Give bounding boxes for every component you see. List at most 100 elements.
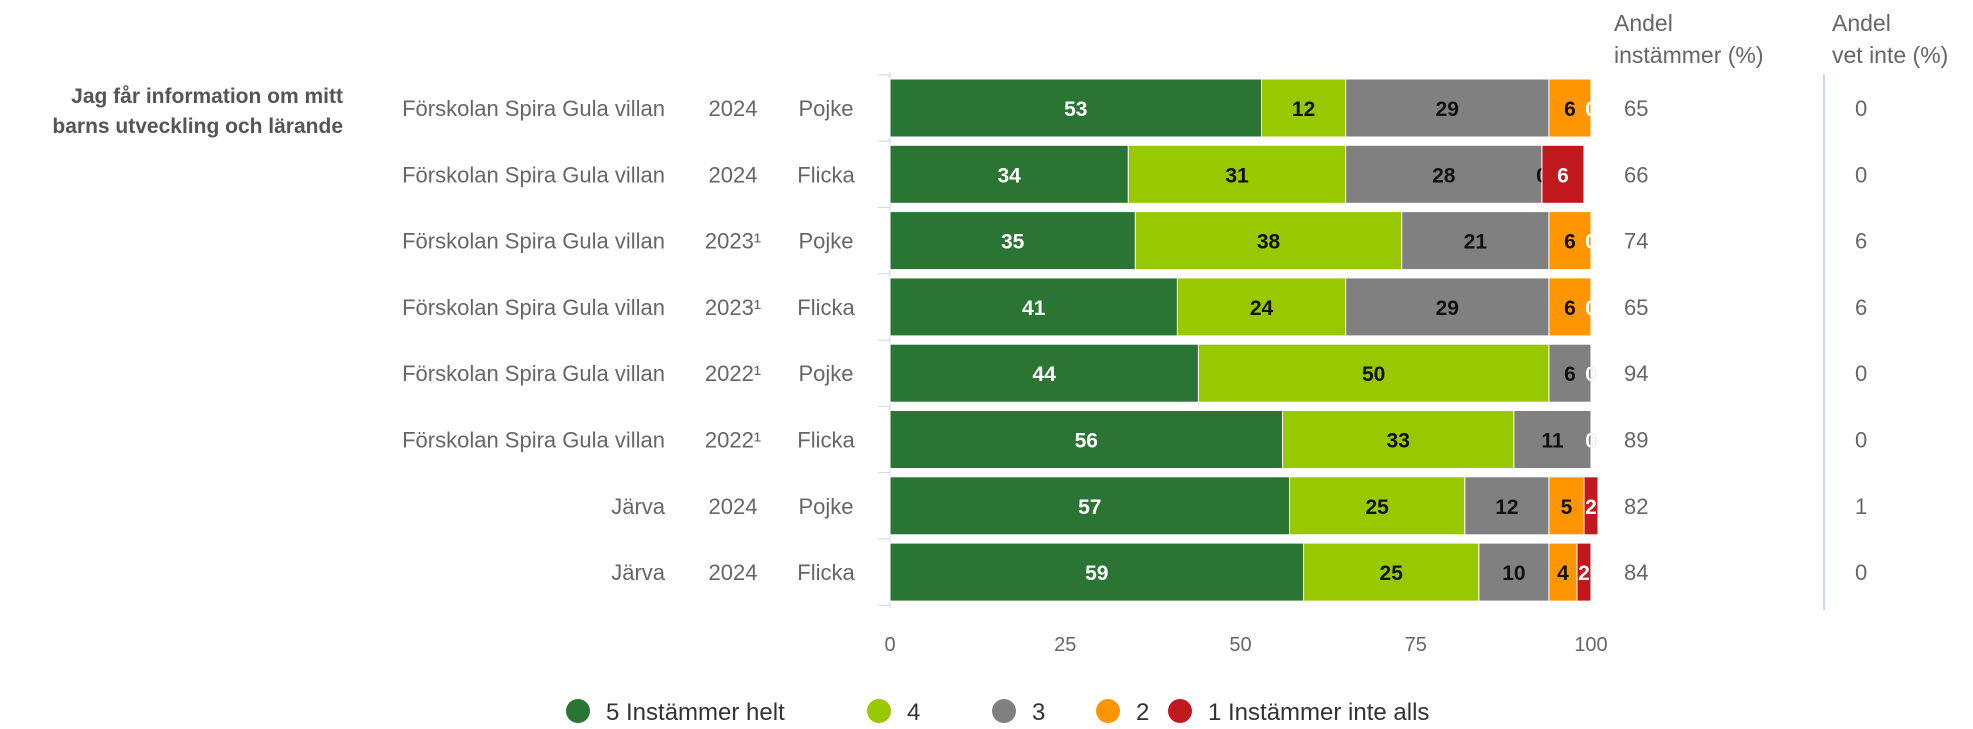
bar-segment: [1345, 144, 1543, 204]
bar-value-label: 0: [1585, 98, 1597, 121]
bar-segment: [1548, 211, 1592, 271]
row-unit-label: Förskolan Spira Gula villan: [402, 428, 665, 453]
row-gender-label: Flicka: [797, 162, 855, 187]
bar-segment: [1345, 78, 1550, 138]
bar-value-label: 12: [1292, 98, 1315, 121]
bar-segment: [1134, 211, 1403, 271]
column-header-line2: instämmer (%): [1614, 42, 1764, 68]
row-unit-label: Järva: [611, 560, 666, 585]
bar-segment: [1513, 410, 1592, 469]
legend-label[interactable]: 2: [1136, 699, 1149, 726]
bar-segment: [1303, 542, 1480, 602]
row-gender-label: Flicka: [797, 428, 855, 453]
bar-value-label: 6: [1564, 231, 1576, 254]
andel-instammer-value: 65: [1624, 295, 1648, 320]
legend-marker: [1168, 699, 1192, 723]
andel-instammer-value: 82: [1624, 494, 1648, 519]
bar-value-label: 0: [1585, 430, 1597, 453]
bar-segment: [1548, 476, 1585, 536]
x-tick-label: 0: [884, 634, 895, 656]
andel-vet-inte-value: 6: [1855, 229, 1867, 254]
bar-value-label: 33: [1387, 430, 1410, 453]
bar-value-label: 0: [1585, 363, 1597, 386]
bar-value-label: 4: [1557, 562, 1569, 585]
row-unit-label: Förskolan Spira Gula villan: [402, 96, 665, 121]
legend-label[interactable]: 1 Instämmer inte alls: [1208, 699, 1429, 726]
row-unit-label: Förskolan Spira Gula villan: [402, 361, 665, 386]
bar-value-label: 5: [1561, 496, 1573, 519]
bar-segment: [1541, 144, 1585, 204]
bar-value-label: 2: [1585, 496, 1597, 519]
x-axis: 0 25 50 75 100: [884, 634, 1607, 656]
andel-instammer-value: 94: [1624, 361, 1648, 386]
andel-instammer-value: 89: [1624, 428, 1648, 453]
bar-segment: [1548, 277, 1592, 337]
bars: 5312296034312806353821604124296044506005…: [889, 78, 1599, 602]
question-label-line2: barns utveckling och lärande: [52, 115, 343, 138]
bar-value-label: 25: [1366, 496, 1390, 519]
bar-value-label: 12: [1495, 496, 1518, 519]
question-label-line1: Jag får information om mitt: [71, 85, 343, 108]
bar-segment: [1548, 542, 1578, 602]
legend: 5 Instämmer helt 4 3 2 1 Instämmer inte alls: [566, 699, 1429, 726]
bar-segment: [1127, 144, 1347, 204]
row-unit-label: Järva: [611, 494, 666, 519]
bar-value-label: 0: [1585, 430, 1597, 453]
bar-segment: [1576, 542, 1592, 602]
row-unit-label: Förskolan Spira Gula villan: [402, 295, 665, 320]
bar-segment: [889, 343, 1199, 403]
andel-instammer-value: 66: [1624, 162, 1648, 187]
row-gender-label: Pojke: [798, 96, 853, 121]
row-year-label: 2024: [709, 96, 758, 121]
bar-value-label: 57: [1078, 496, 1101, 519]
legend-label[interactable]: 5 Instämmer helt: [606, 699, 785, 726]
row-year-label: 2022¹: [705, 428, 761, 453]
andel-vet-inte-value: 1: [1855, 494, 1867, 519]
row-year-label: 2023¹: [705, 295, 761, 320]
bar-value-label: 59: [1085, 562, 1108, 585]
bar-segment: [1548, 343, 1592, 403]
row-gender-label: Flicka: [797, 295, 855, 320]
bar-value-label: 0: [1585, 231, 1597, 254]
bar-value-label: 41: [1022, 297, 1046, 320]
column-header-line2: vet inte (%): [1832, 42, 1948, 68]
bar-value-label: 44: [1033, 363, 1057, 386]
row-year-label: 2024: [709, 162, 758, 187]
x-tick-label: 25: [1054, 634, 1076, 656]
row-gender-label: Pojke: [798, 494, 853, 519]
row-gender-label: Pojke: [798, 229, 853, 254]
bar-segment: [889, 277, 1178, 337]
row-year-label: 2022¹: [705, 361, 761, 386]
bar-value-label: 6: [1564, 98, 1576, 121]
andel-instammer-value: 65: [1624, 96, 1648, 121]
andel-vet-inte-value: 0: [1855, 96, 1867, 121]
row-labels: Jag får information om mitt barns utveckl…: [52, 85, 855, 585]
legend-marker: [867, 699, 891, 723]
row-gender-label: Pojke: [798, 361, 853, 386]
x-tick-label: 75: [1405, 634, 1427, 656]
legend-marker: [1096, 699, 1120, 723]
bar-value-label: 29: [1436, 98, 1459, 121]
andel-instammer-value: 74: [1624, 229, 1648, 254]
andel-vet-inte-value: 0: [1855, 428, 1867, 453]
row-unit-label: Förskolan Spira Gula villan: [402, 162, 665, 187]
legend-label[interactable]: 3: [1032, 699, 1045, 726]
extra-columns: 65 0 66 0 74 6 65 6 94 0 89 0 82 1 84 0 Andel instämmer (…: [1614, 10, 1948, 610]
bar-value-label: 0: [1585, 363, 1597, 386]
legend-marker: [992, 699, 1016, 723]
bar-value-label: 24: [1250, 297, 1274, 320]
andel-vet-inte-value: 6: [1855, 295, 1867, 320]
grid-lines: [878, 72, 891, 608]
bar-segment: [889, 211, 1136, 271]
legend-label[interactable]: 4: [907, 699, 920, 726]
bar-segment: [1282, 410, 1515, 469]
row-year-label: 2024: [709, 494, 758, 519]
bar-segment: [1478, 542, 1550, 602]
bar-segment: [1583, 476, 1599, 536]
row-unit-label: Förskolan Spira Gula villan: [402, 229, 665, 254]
bar-value-label: 11: [1541, 430, 1564, 453]
bar-segment: [889, 410, 1284, 469]
bar-value-label: 0: [1585, 297, 1597, 320]
bar-value-label: 35: [1001, 231, 1025, 254]
